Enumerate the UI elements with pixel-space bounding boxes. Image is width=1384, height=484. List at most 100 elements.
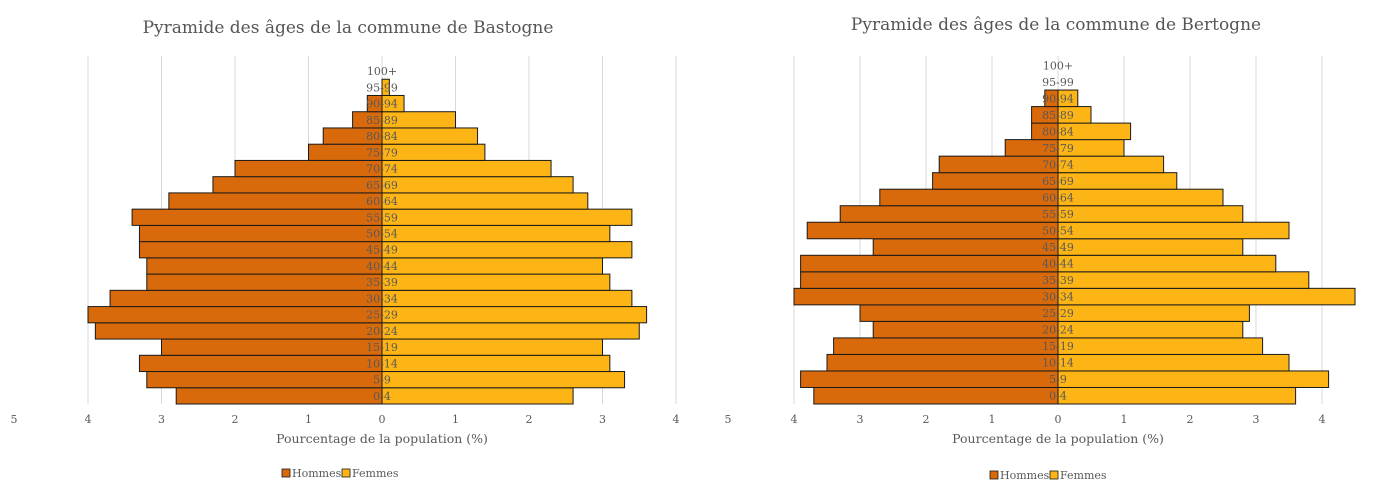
x-tick-label: 0 [379,413,386,426]
x-tick-label: 1 [452,413,459,426]
bar-femmes [1057,353,1290,372]
age-category-label: 55-59 [1042,208,1074,221]
bar-hommes [800,254,1059,273]
bar-femmes [1057,386,1297,405]
bar-hommes [800,271,1059,289]
bar-femmes [1057,337,1264,355]
x-tick-label: 3 [857,413,864,426]
age-category-label: 80-84 [366,130,398,143]
age-category-label: 0-4 [1049,390,1067,403]
legend-swatch-hommes [281,468,291,478]
bar-femmes [381,224,611,243]
x-tick-label: 3 [158,413,165,426]
bar-femmes [1057,172,1178,190]
bar-hommes [146,257,383,275]
bar-femmes [381,322,640,340]
bar-femmes [381,257,603,275]
age-category-label: 40-44 [1042,258,1074,271]
bar-femmes [381,176,574,194]
bar-hommes [826,353,1059,372]
age-category-label: 10-14 [1042,357,1074,370]
bar-hommes [833,337,1059,355]
age-category-label: 20-24 [1042,324,1074,337]
bar-hommes [146,273,383,291]
bar-femmes [1057,254,1277,273]
bar-hommes [879,188,1059,207]
bar-femmes [381,192,589,210]
age-category-label: 0-4 [373,390,391,403]
age-category-label: 70-74 [366,163,398,176]
age-category-label: 100+ [367,65,397,78]
bar-hommes [938,155,1059,174]
chart-2: 54321012345Pyramide des âges de la commu… [725,15,1356,482]
bar-hommes [872,238,1059,256]
age-category-label: 95-99 [366,81,398,94]
age-category-label: 5-9 [1049,373,1067,386]
age-category-label: 25-29 [366,309,398,322]
legend-swatch-femmes [1049,470,1059,480]
legend-label-femmes: Femmes [352,467,399,480]
x-tick-label: 5 [725,413,732,426]
age-category-label: 20-24 [366,325,398,338]
x-tick-label: 4 [791,413,798,426]
age-category-label: 85-89 [1042,109,1074,122]
bar-femmes [381,94,405,113]
bar-femmes [381,78,390,96]
age-category-label: 40-44 [366,260,398,273]
age-category-label: 30-34 [366,292,398,305]
bar-hommes [859,304,1059,322]
bar-hommes [161,338,383,356]
bar-hommes [800,370,1059,388]
bar-femmes [381,159,552,178]
x-tick-label: 3 [599,413,606,426]
chart-title: Pyramide des âges de la commune de Berto… [851,15,1261,35]
x-tick-label: 2 [923,413,930,426]
bar-hommes [138,224,383,243]
x-tick-label: 4 [1319,413,1326,426]
bar-femmes [381,371,626,389]
bar-femmes [381,208,633,226]
x-tick-label: 2 [232,413,239,426]
legend-label-hommes: Hommes [292,467,342,480]
bar-hommes [168,192,383,210]
age-category-label: 80-84 [1042,125,1074,138]
x-tick-label: 0 [1055,413,1062,426]
bar-hommes [813,386,1059,405]
chart-title: Pyramide des âges de la commune de Basto… [143,18,554,38]
legend-swatch-femmes [341,468,351,478]
x-tick-label: 4 [85,413,92,426]
age-category-label: 10-14 [366,357,398,370]
x-axis-label: Pourcentage de la population (%) [952,431,1164,446]
bar-hommes [212,176,383,194]
bar-femmes [1057,287,1356,306]
age-category-label: 35-39 [366,276,398,289]
age-category-label: 90-94 [1042,92,1074,105]
bar-femmes [381,354,611,373]
age-category-label: 60-64 [1042,191,1074,204]
age-category-label: 50-54 [1042,225,1074,238]
age-category-label: 65-69 [1042,175,1074,188]
bar-femmes [1057,238,1244,256]
age-category-label: 90-94 [366,98,398,111]
age-category-label: 45-49 [366,244,398,257]
age-category-label: 85-89 [366,114,398,127]
age-category-label: 100+ [1043,59,1073,72]
x-tick-label: 1 [1121,413,1128,426]
x-tick-label: 5 [11,413,18,426]
bar-femmes [381,111,456,129]
age-category-label: 15-19 [1042,340,1074,353]
age-category-label: 45-49 [1042,241,1074,254]
age-category-label: 15-19 [366,341,398,354]
x-tick-label: 1 [305,413,312,426]
bar-hommes [932,172,1059,190]
bar-hommes [87,306,383,324]
bar-hommes [109,289,383,308]
bar-femmes [1057,221,1290,240]
bar-femmes [1057,304,1250,322]
bar-hommes [806,221,1059,240]
bar-femmes [1057,320,1244,339]
bar-hommes [146,371,383,389]
x-tick-label: 4 [673,413,680,426]
bar-hommes [138,241,383,259]
